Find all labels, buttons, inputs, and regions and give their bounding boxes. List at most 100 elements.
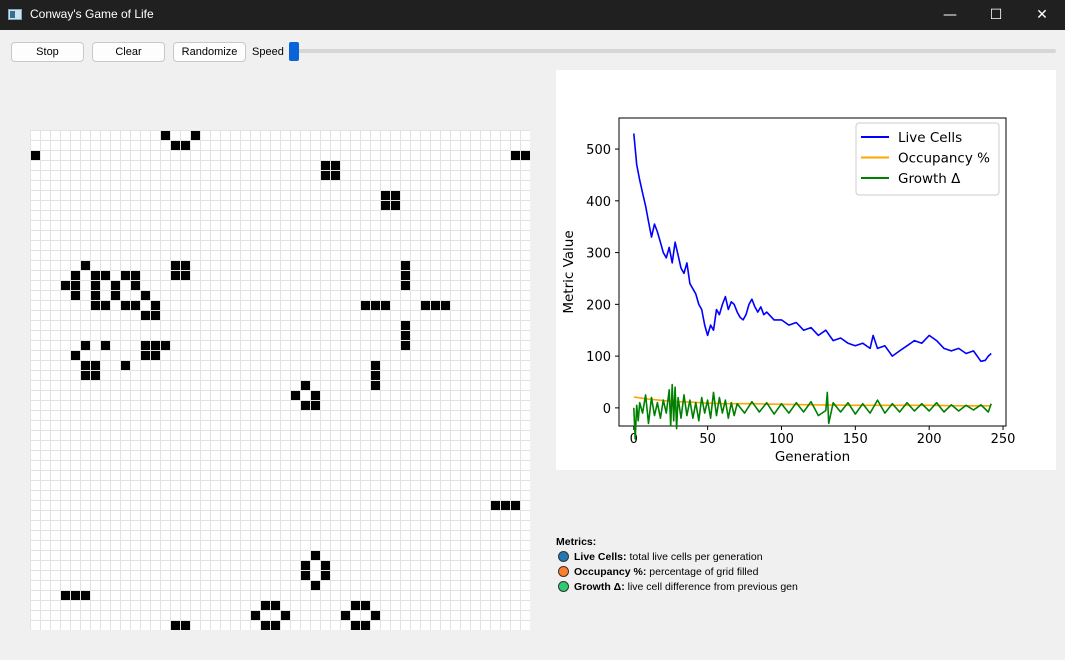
live-cell[interactable] bbox=[91, 371, 100, 380]
live-cell[interactable] bbox=[151, 311, 160, 320]
live-cell[interactable] bbox=[81, 261, 90, 270]
live-cell[interactable] bbox=[371, 381, 380, 390]
live-cell[interactable] bbox=[191, 131, 200, 140]
live-cell[interactable] bbox=[121, 361, 130, 370]
live-cell[interactable] bbox=[371, 611, 380, 620]
live-cell[interactable] bbox=[261, 621, 270, 630]
live-cell[interactable] bbox=[301, 401, 310, 410]
live-cell[interactable] bbox=[101, 271, 110, 280]
live-cell[interactable] bbox=[511, 151, 520, 160]
live-cell[interactable] bbox=[171, 271, 180, 280]
live-cell[interactable] bbox=[151, 351, 160, 360]
live-cell[interactable] bbox=[371, 301, 380, 310]
live-cell[interactable] bbox=[171, 261, 180, 270]
live-cell[interactable] bbox=[141, 351, 150, 360]
live-cell[interactable] bbox=[151, 341, 160, 350]
live-cell[interactable] bbox=[521, 151, 530, 160]
live-cell[interactable] bbox=[171, 141, 180, 150]
live-cell[interactable] bbox=[401, 321, 410, 330]
live-cell[interactable] bbox=[381, 201, 390, 210]
live-cell[interactable] bbox=[131, 271, 140, 280]
live-cell[interactable] bbox=[341, 611, 350, 620]
live-cell[interactable] bbox=[401, 261, 410, 270]
live-cell[interactable] bbox=[301, 571, 310, 580]
live-cell[interactable] bbox=[351, 601, 360, 610]
live-cell[interactable] bbox=[121, 301, 130, 310]
live-cell[interactable] bbox=[71, 271, 80, 280]
live-cell[interactable] bbox=[141, 341, 150, 350]
live-cell[interactable] bbox=[61, 281, 70, 290]
live-cell[interactable] bbox=[131, 281, 140, 290]
live-cell[interactable] bbox=[331, 171, 340, 180]
maximize-button[interactable]: ☐ bbox=[989, 7, 1003, 23]
live-cell[interactable] bbox=[311, 401, 320, 410]
live-cell[interactable] bbox=[101, 301, 110, 310]
live-cell[interactable] bbox=[71, 351, 80, 360]
live-cell[interactable] bbox=[321, 561, 330, 570]
live-cell[interactable] bbox=[361, 621, 370, 630]
live-cell[interactable] bbox=[361, 301, 370, 310]
minimize-button[interactable]: — bbox=[943, 7, 957, 23]
live-cell[interactable] bbox=[181, 271, 190, 280]
live-cell[interactable] bbox=[401, 271, 410, 280]
live-cell[interactable] bbox=[81, 371, 90, 380]
live-cell[interactable] bbox=[171, 621, 180, 630]
live-cell[interactable] bbox=[441, 301, 450, 310]
speed-slider-track[interactable] bbox=[296, 49, 1056, 53]
live-cell[interactable] bbox=[181, 261, 190, 270]
live-cell[interactable] bbox=[431, 301, 440, 310]
live-cell[interactable] bbox=[181, 621, 190, 630]
live-cell[interactable] bbox=[91, 291, 100, 300]
live-cell[interactable] bbox=[501, 501, 510, 510]
live-cell[interactable] bbox=[121, 271, 130, 280]
live-cell[interactable] bbox=[361, 601, 370, 610]
live-cell[interactable] bbox=[91, 281, 100, 290]
live-cell[interactable] bbox=[111, 281, 120, 290]
live-cell[interactable] bbox=[391, 191, 400, 200]
live-cell[interactable] bbox=[61, 591, 70, 600]
live-cell[interactable] bbox=[291, 391, 300, 400]
live-cell[interactable] bbox=[311, 391, 320, 400]
live-cell[interactable] bbox=[271, 601, 280, 610]
live-cell[interactable] bbox=[311, 551, 320, 560]
live-cell[interactable] bbox=[371, 371, 380, 380]
live-cell[interactable] bbox=[131, 301, 140, 310]
randomize-button[interactable]: Randomize bbox=[173, 42, 246, 62]
live-cell[interactable] bbox=[91, 361, 100, 370]
live-cell[interactable] bbox=[421, 301, 430, 310]
live-cell[interactable] bbox=[321, 171, 330, 180]
live-cell[interactable] bbox=[511, 501, 520, 510]
live-cell[interactable] bbox=[301, 381, 310, 390]
clear-button[interactable]: Clear bbox=[92, 42, 165, 62]
live-cell[interactable] bbox=[381, 191, 390, 200]
live-cell[interactable] bbox=[161, 131, 170, 140]
live-cell[interactable] bbox=[151, 301, 160, 310]
live-cell[interactable] bbox=[141, 291, 150, 300]
live-cell[interactable] bbox=[81, 361, 90, 370]
live-cell[interactable] bbox=[381, 301, 390, 310]
live-cell[interactable] bbox=[401, 341, 410, 350]
live-cell[interactable] bbox=[281, 611, 290, 620]
live-cell[interactable] bbox=[321, 161, 330, 170]
live-cell[interactable] bbox=[491, 501, 500, 510]
live-cell[interactable] bbox=[391, 201, 400, 210]
live-cell[interactable] bbox=[71, 281, 80, 290]
speed-slider-handle[interactable] bbox=[289, 42, 299, 61]
live-cell[interactable] bbox=[161, 341, 170, 350]
live-cell[interactable] bbox=[141, 311, 150, 320]
life-grid[interactable] bbox=[30, 130, 530, 630]
live-cell[interactable] bbox=[351, 621, 360, 630]
live-cell[interactable] bbox=[311, 581, 320, 590]
live-cell[interactable] bbox=[111, 291, 120, 300]
live-cell[interactable] bbox=[261, 601, 270, 610]
live-cell[interactable] bbox=[321, 571, 330, 580]
live-cell[interactable] bbox=[91, 301, 100, 310]
live-cell[interactable] bbox=[31, 151, 40, 160]
live-cell[interactable] bbox=[371, 361, 380, 370]
live-cell[interactable] bbox=[301, 561, 310, 570]
live-cell[interactable] bbox=[71, 291, 80, 300]
stop-button[interactable]: Stop bbox=[11, 42, 84, 62]
live-cell[interactable] bbox=[331, 161, 340, 170]
live-cell[interactable] bbox=[81, 341, 90, 350]
live-cell[interactable] bbox=[271, 621, 280, 630]
